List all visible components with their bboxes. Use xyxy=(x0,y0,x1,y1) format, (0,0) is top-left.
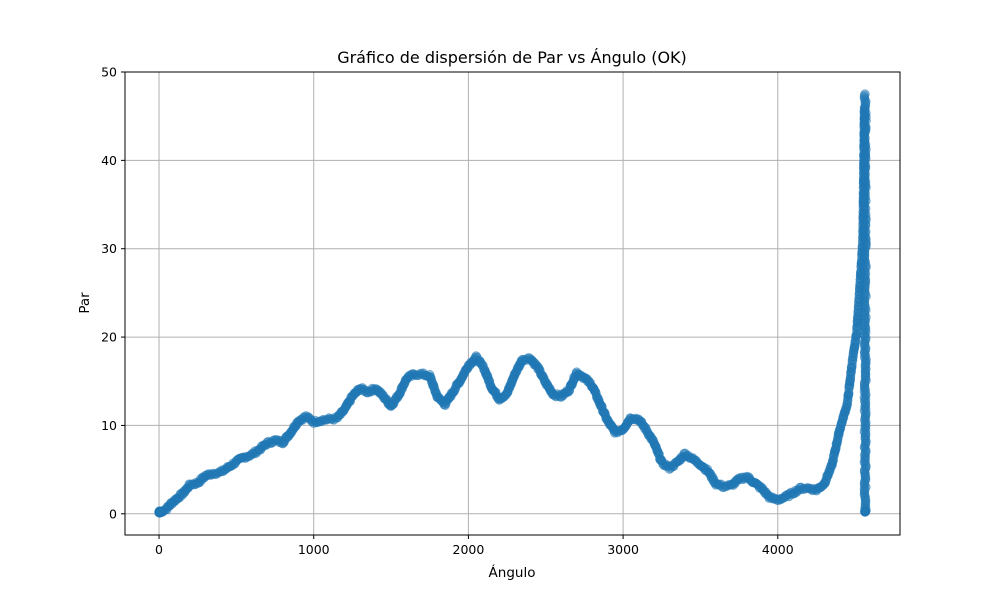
axis-ticks: 0 1000 2000 3000 4000 0 10 20 30 40 50 xyxy=(101,65,794,558)
x-tick-label: 1000 xyxy=(298,542,330,557)
scatter-points xyxy=(154,89,871,518)
x-tick-label: 2000 xyxy=(453,542,485,557)
y-tick-label: 0 xyxy=(109,506,117,521)
scatter-point xyxy=(154,506,165,516)
plot-area-frame xyxy=(124,71,901,536)
scatter-point xyxy=(860,89,870,99)
y-axis-label: Par xyxy=(77,292,93,314)
x-tick-label: 4000 xyxy=(762,542,794,557)
grid-lines xyxy=(125,71,900,535)
y-tick-label: 50 xyxy=(101,65,117,80)
x-tick-label: 3000 xyxy=(607,542,639,557)
y-tick-label: 30 xyxy=(101,241,117,256)
x-axis-label: Ángulo xyxy=(489,564,536,581)
y-tick-label: 10 xyxy=(101,418,117,433)
chart-title: Gráfico de dispersión de Par vs Ángulo (… xyxy=(337,48,687,67)
y-tick-label: 20 xyxy=(101,330,117,345)
x-tick-label: 0 xyxy=(155,542,163,557)
y-tick-label: 40 xyxy=(101,153,117,168)
scatter-point xyxy=(860,506,870,516)
